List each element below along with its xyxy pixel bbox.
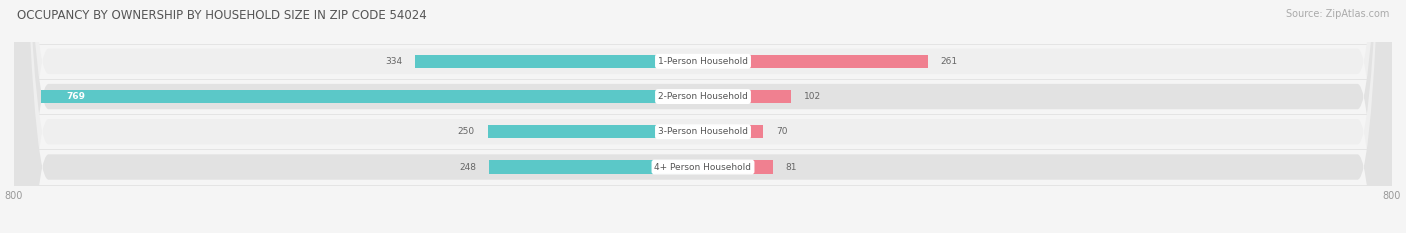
Bar — [489, 161, 703, 174]
Text: 2-Person Household: 2-Person Household — [658, 92, 748, 101]
FancyBboxPatch shape — [14, 0, 1392, 233]
Text: 1-Person Household: 1-Person Household — [658, 57, 748, 66]
FancyBboxPatch shape — [14, 0, 1392, 233]
Text: 102: 102 — [804, 92, 821, 101]
Text: 4+ Person Household: 4+ Person Household — [655, 163, 751, 171]
Text: Source: ZipAtlas.com: Source: ZipAtlas.com — [1285, 9, 1389, 19]
Text: 81: 81 — [786, 163, 797, 171]
Bar — [488, 125, 703, 138]
Bar — [415, 55, 703, 68]
Text: 261: 261 — [941, 57, 957, 66]
Text: 70: 70 — [776, 127, 787, 136]
Text: 769: 769 — [66, 92, 86, 101]
Bar — [703, 125, 763, 138]
FancyBboxPatch shape — [14, 0, 1392, 233]
Bar — [703, 161, 773, 174]
Text: 3-Person Household: 3-Person Household — [658, 127, 748, 136]
Bar — [41, 90, 703, 103]
Text: OCCUPANCY BY OWNERSHIP BY HOUSEHOLD SIZE IN ZIP CODE 54024: OCCUPANCY BY OWNERSHIP BY HOUSEHOLD SIZE… — [17, 9, 426, 22]
Bar — [703, 90, 790, 103]
Bar — [703, 55, 928, 68]
Text: 248: 248 — [460, 163, 477, 171]
FancyBboxPatch shape — [14, 0, 1392, 233]
Text: 334: 334 — [385, 57, 402, 66]
Text: 250: 250 — [458, 127, 475, 136]
